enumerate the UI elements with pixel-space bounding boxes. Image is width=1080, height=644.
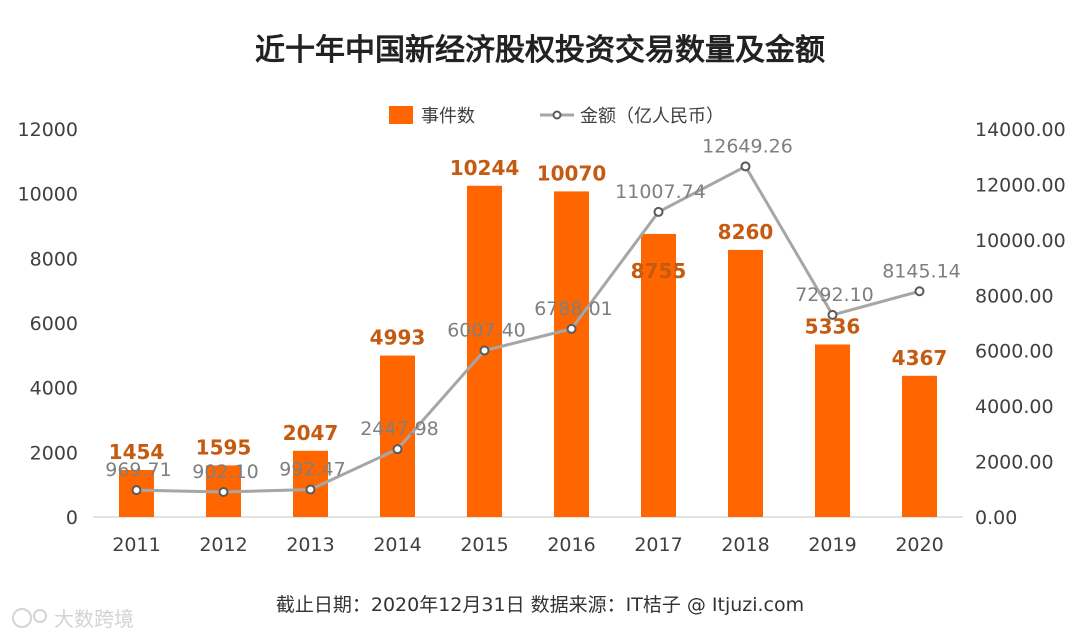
left-axis: 0 2000 4000 6000 8000 10000 12000	[18, 119, 78, 529]
legend-line-marker	[552, 110, 562, 120]
x-tick-label: 2018	[721, 534, 769, 556]
line-path	[136, 164, 920, 494]
right-tick-label: 2000.00	[975, 452, 1054, 474]
chart-title: 近十年中国新经济股权投资交易数量及金额	[255, 33, 825, 68]
x-tick-label: 2011	[112, 534, 160, 556]
watermark-logo-icon	[12, 608, 32, 628]
left-tick-label: 6000	[30, 313, 78, 335]
bar-2018	[728, 249, 763, 517]
x-axis: 2011 2012 2013 2014 2015 2016 2017 2018 2019 2020	[112, 534, 943, 556]
x-tick-label: 2016	[547, 534, 595, 556]
line-point-2017	[653, 206, 664, 217]
bar-2016	[554, 191, 589, 518]
line-point-2014	[392, 444, 403, 455]
line-point-2012	[218, 486, 229, 497]
line-point-2016	[566, 323, 577, 334]
bar-value-label: 1595	[196, 435, 252, 459]
line-point-2020	[914, 286, 925, 297]
x-tick-label: 2017	[634, 534, 682, 556]
x-tick-label: 2019	[808, 534, 856, 556]
bar-value-label: 8755	[631, 259, 687, 283]
line-value-label: 2447.98	[360, 418, 439, 440]
bar-2020	[902, 375, 937, 517]
bar-value-label: 4993	[370, 326, 426, 350]
legend-line-label: 金额（亿人民币）	[580, 106, 724, 127]
line-point-2015	[479, 345, 490, 356]
line-point-2018	[740, 161, 751, 172]
right-tick-label: 8000.00	[975, 285, 1054, 307]
bar-value-label: 10070	[537, 161, 607, 185]
watermark: 大数跨境	[12, 607, 134, 631]
bar-value-label: 2047	[283, 421, 339, 445]
bar-2019	[815, 344, 850, 517]
left-tick-label: 2000	[30, 442, 78, 464]
bar-value-label: 1454	[109, 440, 165, 464]
bar-value-label: 8260	[718, 220, 774, 244]
line-point-2013	[305, 484, 316, 495]
line-value-label: 7292.10	[795, 284, 874, 306]
x-tick-label: 2020	[895, 534, 943, 556]
right-tick-label: 14000.00	[975, 119, 1066, 141]
line-data-labels: 969.71 902.10 992.472447.986007.406788.011…	[105, 135, 961, 483]
x-tick-label: 2014	[373, 534, 421, 556]
line-series	[131, 161, 925, 497]
line-value-label: 8145.14	[882, 260, 961, 282]
right-tick-label: 0.00	[975, 507, 1017, 529]
legend-bar-label: 事件数	[421, 106, 475, 127]
x-tick-label: 2015	[460, 534, 508, 556]
line-value-label: 6788.01	[534, 298, 613, 320]
bar-value-label: 5336	[805, 314, 861, 338]
line-point-2019	[827, 309, 838, 320]
bar-2017	[641, 233, 676, 517]
watermark-text: 大数跨境	[54, 607, 134, 631]
right-axis: 0.00 2000.00 4000.00 6000.00 8000.00 10000.00…	[975, 119, 1066, 529]
line-value-label: 902.10	[192, 461, 258, 483]
bar-value-label: 4367	[892, 346, 948, 370]
bar-value-label: 10244	[450, 156, 520, 180]
x-tick-label: 2012	[199, 534, 247, 556]
legend-bar-swatch	[389, 106, 413, 124]
legend: 事件数 金额（亿人民币）	[389, 106, 724, 127]
line-value-label: 992.47	[279, 458, 345, 480]
line-value-label: 11007.74	[615, 181, 706, 203]
right-tick-label: 4000.00	[975, 396, 1054, 418]
left-tick-label: 8000	[30, 248, 78, 270]
line-value-label: 12649.26	[702, 135, 793, 157]
right-tick-label: 6000.00	[975, 341, 1054, 363]
watermark-logo-icon-ring	[33, 609, 47, 623]
footer-source: 截止日期：2020年12月31日 数据来源：IT桔子 @ Itjuzi.com	[276, 594, 804, 616]
bar-data-labels: 1454 1595 2047 4993 10244 10070 8755 8260 5336 43…	[109, 156, 948, 464]
right-tick-label: 12000.00	[975, 174, 1066, 196]
line-value-label: 969.71	[105, 459, 171, 481]
left-tick-label: 4000	[30, 378, 78, 400]
left-tick-label: 10000	[18, 184, 78, 206]
left-tick-label: 12000	[18, 119, 78, 141]
line-value-label: 6007.40	[447, 320, 526, 342]
line-point-2011	[131, 485, 142, 496]
x-tick-label: 2013	[286, 534, 334, 556]
left-tick-label: 0	[66, 507, 78, 529]
right-tick-label: 10000.00	[975, 230, 1066, 252]
